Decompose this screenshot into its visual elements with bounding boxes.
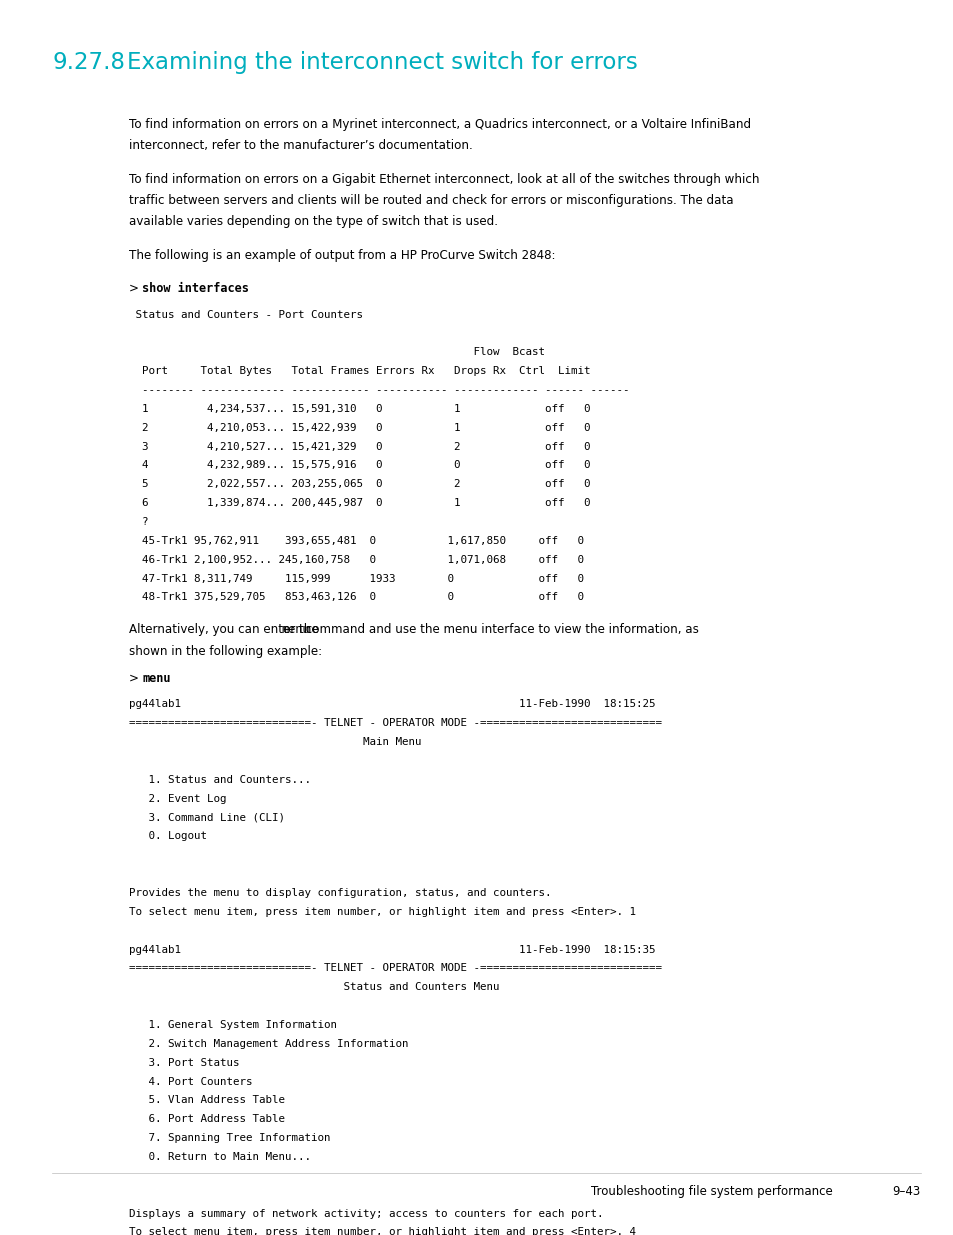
- Text: 5         2,022,557... 203,255,065  0           2             off   0: 5 2,022,557... 203,255,065 0 2 off 0: [129, 479, 590, 489]
- Text: pg44lab1                                                    11-Feb-1990  18:15:3: pg44lab1 11-Feb-1990 18:15:3: [129, 945, 655, 955]
- Text: 1. General System Information: 1. General System Information: [129, 1020, 336, 1030]
- Text: To find information on errors on a Myrinet interconnect, a Quadrics interconnect: To find information on errors on a Myrin…: [129, 119, 750, 131]
- Text: ============================- TELNET - OPERATOR MODE -==========================: ============================- TELNET - O…: [129, 719, 661, 729]
- Text: menu: menu: [142, 672, 171, 685]
- Text: 2. Event Log: 2. Event Log: [129, 794, 226, 804]
- Text: To select menu item, press item number, or highlight item and press <Enter>. 1: To select menu item, press item number, …: [129, 906, 635, 916]
- Text: available varies depending on the type of switch that is used.: available varies depending on the type o…: [129, 215, 497, 228]
- Text: 3. Port Status: 3. Port Status: [129, 1057, 239, 1068]
- Text: -------- ------------- ------------ ----------- ------------- ------ ------: -------- ------------- ------------ ----…: [129, 385, 629, 395]
- Text: Troubleshooting file system performance: Troubleshooting file system performance: [591, 1184, 832, 1198]
- Text: 46-Trk1 2,100,952... 245,160,758   0           1,071,068     off   0: 46-Trk1 2,100,952... 245,160,758 0 1,071…: [129, 555, 583, 564]
- Text: 1         4,234,537... 15,591,310   0           1             off   0: 1 4,234,537... 15,591,310 0 1 off 0: [129, 404, 590, 414]
- Text: 0. Return to Main Menu...: 0. Return to Main Menu...: [129, 1152, 311, 1162]
- Text: 9–43: 9–43: [891, 1184, 920, 1198]
- Text: menu: menu: [281, 624, 310, 636]
- Text: command and use the menu interface to view the information, as: command and use the menu interface to vi…: [302, 624, 699, 636]
- Text: 4. Port Counters: 4. Port Counters: [129, 1077, 252, 1087]
- Text: interconnect, refer to the manufacturer’s documentation.: interconnect, refer to the manufacturer’…: [129, 140, 472, 152]
- Text: ?: ?: [129, 517, 148, 527]
- Text: Flow  Bcast: Flow Bcast: [129, 347, 544, 357]
- Text: 2. Switch Management Address Information: 2. Switch Management Address Information: [129, 1039, 408, 1049]
- Text: 4         4,232,989... 15,575,916   0           0             off   0: 4 4,232,989... 15,575,916 0 0 off 0: [129, 461, 590, 471]
- Text: To find information on errors on a Gigabit Ethernet interconnect, look at all of: To find information on errors on a Gigab…: [129, 173, 759, 185]
- Text: Alternatively, you can enter the: Alternatively, you can enter the: [129, 624, 322, 636]
- Text: 6         1,339,874... 200,445,987  0           1             off   0: 6 1,339,874... 200,445,987 0 1 off 0: [129, 498, 590, 508]
- Text: 7. Spanning Tree Information: 7. Spanning Tree Information: [129, 1134, 330, 1144]
- Text: traffic between servers and clients will be routed and check for errors or misco: traffic between servers and clients will…: [129, 194, 733, 207]
- Text: shown in the following example:: shown in the following example:: [129, 645, 321, 658]
- Text: 3         4,210,527... 15,421,329   0           2             off   0: 3 4,210,527... 15,421,329 0 2 off 0: [129, 442, 590, 452]
- Text: ============================- TELNET - OPERATOR MODE -==========================: ============================- TELNET - O…: [129, 963, 661, 973]
- Text: pg44lab1                                                    11-Feb-1990  18:15:2: pg44lab1 11-Feb-1990 18:15:2: [129, 699, 655, 709]
- Text: The following is an example of output from a HP ProCurve Switch 2848:: The following is an example of output fr…: [129, 248, 555, 262]
- Text: Status and Counters Menu: Status and Counters Menu: [129, 982, 498, 992]
- Text: 48-Trk1 375,529,705   853,463,126  0           0             off   0: 48-Trk1 375,529,705 853,463,126 0 0 off …: [129, 593, 583, 603]
- Text: To select menu item, press item number, or highlight item and press <Enter>. 4: To select menu item, press item number, …: [129, 1228, 635, 1235]
- Text: 6. Port Address Table: 6. Port Address Table: [129, 1114, 285, 1124]
- Text: Provides the menu to display configuration, status, and counters.: Provides the menu to display configurati…: [129, 888, 551, 898]
- Text: Main Menu: Main Menu: [129, 737, 421, 747]
- Text: 0. Logout: 0. Logout: [129, 831, 207, 841]
- Text: 9.27.8: 9.27.8: [52, 51, 126, 74]
- Text: show interfaces: show interfaces: [142, 283, 249, 295]
- Text: Status and Counters - Port Counters: Status and Counters - Port Counters: [129, 310, 362, 320]
- Text: 1. Status and Counters...: 1. Status and Counters...: [129, 774, 311, 785]
- Text: Examining the interconnect switch for errors: Examining the interconnect switch for er…: [127, 51, 637, 74]
- Text: 3. Command Line (CLI): 3. Command Line (CLI): [129, 813, 285, 823]
- Text: 5. Vlan Address Table: 5. Vlan Address Table: [129, 1095, 285, 1105]
- Text: Port     Total Bytes   Total Frames Errors Rx   Drops Rx  Ctrl  Limit: Port Total Bytes Total Frames Errors Rx …: [129, 366, 590, 377]
- Text: >: >: [129, 672, 142, 685]
- Text: >: >: [129, 283, 142, 295]
- Text: 47-Trk1 8,311,749     115,999      1933        0             off   0: 47-Trk1 8,311,749 115,999 1933 0 off 0: [129, 573, 583, 584]
- Text: 45-Trk1 95,762,911    393,655,481  0           1,617,850     off   0: 45-Trk1 95,762,911 393,655,481 0 1,617,8…: [129, 536, 583, 546]
- Text: Displays a summary of network activity; access to counters for each port.: Displays a summary of network activity; …: [129, 1209, 602, 1219]
- Text: 2         4,210,053... 15,422,939   0           1             off   0: 2 4,210,053... 15,422,939 0 1 off 0: [129, 422, 590, 432]
